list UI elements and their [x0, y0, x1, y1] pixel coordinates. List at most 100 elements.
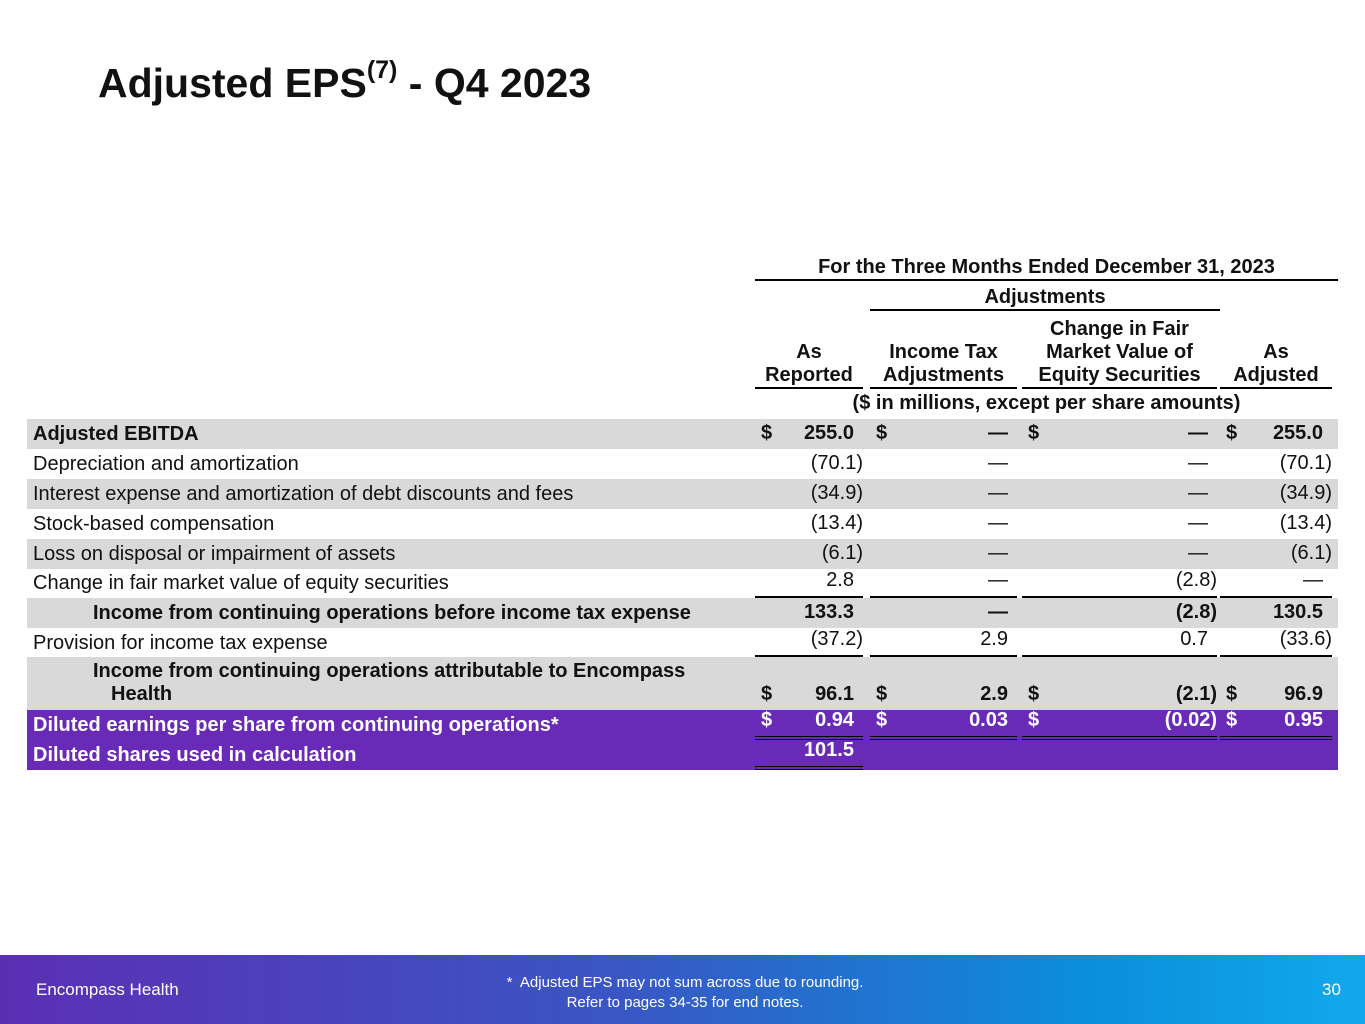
- row-label: Change in fair market value of equity se…: [33, 572, 449, 594]
- table-cell: (13.4): [1220, 509, 1332, 539]
- table-cell: —: [870, 568, 1017, 598]
- currency: $: [1226, 683, 1238, 705]
- row-label: Provision for income tax expense: [33, 632, 328, 654]
- cell-value: 255.0: [1272, 422, 1323, 444]
- table-cell: $0.95: [1220, 709, 1332, 740]
- table-row: Diluted shares used in calculation 101.5: [27, 739, 1338, 770]
- table-row: Interest expense and amortization of deb…: [27, 479, 1338, 509]
- column-header-text: As Reported: [765, 341, 853, 386]
- table-row: Diluted earnings per share from continui…: [27, 709, 1338, 740]
- cell-value: 0.03: [969, 709, 1008, 731]
- row-label: Loss on disposal or impairment of assets: [33, 543, 396, 565]
- column-header: Change in Fair Market Value of Equity Se…: [1022, 300, 1217, 389]
- row-label: Stock-based compensation: [33, 513, 275, 535]
- cell-value: 96.1: [815, 683, 854, 705]
- table-cell: $2.9: [870, 657, 1017, 710]
- table-cell: —: [870, 479, 1017, 509]
- currency: $: [1226, 709, 1238, 731]
- table-cell: 2.9: [870, 628, 1017, 657]
- table-row: Income from continuing operations attrib…: [27, 657, 1338, 710]
- table-row: Provision for income tax expense (37.2) 2.…: [27, 628, 1338, 657]
- table-cell: (2.8): [1022, 568, 1217, 598]
- table-cell: —: [870, 598, 1017, 628]
- cell-value: (70.1): [1279, 452, 1332, 474]
- currency: $: [876, 422, 888, 444]
- table-cell: (2.8): [1022, 598, 1217, 628]
- column-header: Income Tax Adjustments: [870, 300, 1017, 389]
- table-cell: (13.4): [755, 509, 863, 539]
- column-header: As Reported: [755, 300, 863, 389]
- table-cell: $255.0: [755, 419, 863, 449]
- cell-value: 255.0: [803, 422, 854, 444]
- table-cell: 101.5: [755, 739, 863, 770]
- note-line: * Adjusted EPS may not sum across due to…: [506, 974, 864, 991]
- cell-value: (33.6): [1279, 628, 1332, 650]
- table-cell: —: [870, 509, 1017, 539]
- table-row: Loss on disposal or impairment of assets…: [27, 539, 1338, 569]
- table-cell: $255.0: [1220, 419, 1332, 449]
- cell-value: 0.94: [815, 709, 854, 731]
- table-cell: (34.9): [1220, 479, 1332, 509]
- cell-value: (37.2): [810, 628, 863, 650]
- note-line: Refer to pages 34-35 for end notes.: [566, 994, 804, 1011]
- footer-note: * Adjusted EPS may not sum across due to…: [430, 973, 940, 1013]
- currency: $: [1028, 422, 1040, 444]
- footer: Encompass Health * Adjusted EPS may not …: [0, 955, 1365, 1024]
- currency: $: [1028, 709, 1040, 731]
- table-cell: —: [1022, 449, 1217, 479]
- cell-value: (2.8): [1175, 601, 1217, 623]
- table-cell: 133.3: [755, 598, 863, 628]
- cell-value: 101.5: [803, 739, 854, 761]
- cell-value: (13.4): [810, 512, 863, 534]
- cell-value: (2.1): [1175, 683, 1217, 705]
- table-cell: $ —: [870, 419, 1017, 449]
- row-label: Income from continuing operations attrib…: [93, 660, 686, 705]
- table-cell: $0.94: [755, 709, 863, 740]
- cell-value: (34.9): [810, 482, 863, 504]
- cell-value: (6.1): [821, 542, 863, 564]
- row-label: Diluted shares used in calculation: [33, 744, 357, 766]
- cell-value: —: [1188, 482, 1208, 504]
- table-cell: —: [1022, 539, 1217, 569]
- row-label: Adjusted EBITDA: [33, 423, 199, 445]
- slide-title: Adjusted EPS(7) - Q4 2023: [98, 56, 592, 107]
- column-header-text: Income Tax Adjustments: [882, 341, 1005, 386]
- table-cell: $96.1: [755, 657, 863, 710]
- currency: $: [1226, 422, 1238, 444]
- cell-value: (13.4): [1279, 512, 1332, 534]
- cell-value: (34.9): [1279, 482, 1332, 504]
- group-header: Adjustments: [870, 286, 1220, 311]
- cell-value: 2.9: [980, 628, 1008, 650]
- table-row: Stock-based compensation (13.4) — — (13.4): [27, 509, 1338, 539]
- units-header: ($ in millions, except per share amounts…: [852, 392, 1241, 414]
- table-cell: 0.7: [1022, 628, 1217, 657]
- column-header-text: As Adjusted: [1233, 341, 1319, 386]
- table-cell: (6.1): [755, 539, 863, 569]
- table-cell: —: [870, 539, 1017, 569]
- row-label: Interest expense and amortization of deb…: [33, 483, 574, 505]
- title-main: Adjusted EPS: [98, 60, 367, 106]
- table-cell: —: [1022, 509, 1217, 539]
- cell-value: —: [1188, 542, 1208, 564]
- cell-value: 2.9: [980, 683, 1008, 705]
- currency: $: [761, 709, 773, 731]
- table-cell: (34.9): [755, 479, 863, 509]
- table-cell: 130.5: [1220, 598, 1332, 628]
- cell-value: (70.1): [810, 452, 863, 474]
- cell-value: 96.9: [1284, 683, 1323, 705]
- column-header-text: Change in Fair Market Value of Equity Se…: [1038, 318, 1201, 386]
- row-label: Income from continuing operations before…: [93, 602, 691, 624]
- table-cell: (33.6): [1220, 628, 1332, 657]
- cell-value: —: [988, 422, 1008, 444]
- cell-value: (6.1): [1290, 542, 1332, 564]
- row-label: Diluted earnings per share from continui…: [33, 714, 559, 736]
- column-header: As Adjusted: [1220, 300, 1332, 389]
- currency: $: [761, 422, 773, 444]
- currency: $: [876, 709, 888, 731]
- cell-value: —: [988, 601, 1008, 623]
- table-row: Adjusted EBITDA $255.0 $ — $ — $255.0: [27, 419, 1338, 449]
- row-label: Depreciation and amortization: [33, 453, 299, 475]
- title-rest: - Q4 2023: [397, 60, 592, 106]
- cell-value: —: [988, 482, 1008, 504]
- cell-value: 0.95: [1284, 709, 1323, 731]
